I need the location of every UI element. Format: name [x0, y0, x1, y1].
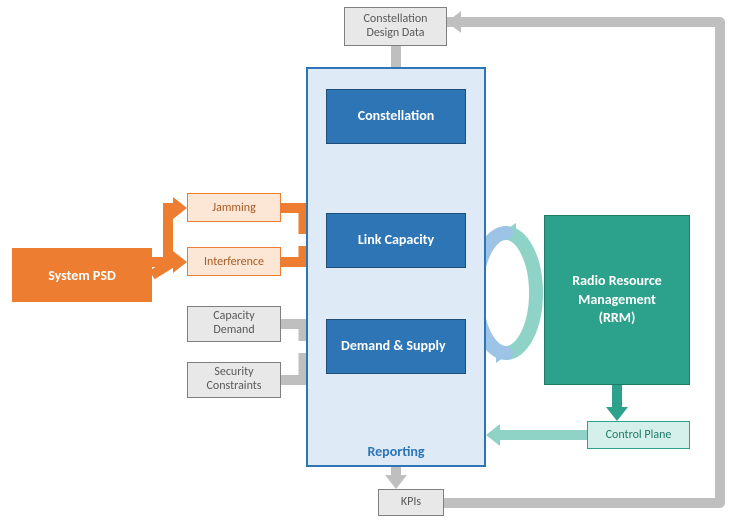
interference: Interference	[187, 247, 281, 276]
constellation: Constellation	[326, 89, 466, 144]
rrm-label: Radio Resource Management (RRM)	[559, 272, 675, 329]
kpis-label: KPIs	[401, 496, 421, 510]
link_capacity: Link Capacity	[326, 213, 466, 268]
link_capacity-label: Link Capacity	[358, 232, 434, 249]
interference-label: Interference	[204, 255, 264, 269]
rrm: Radio Resource Management (RRM)	[544, 215, 690, 385]
kpis: KPIs	[378, 489, 444, 516]
system_psd: System PSD	[12, 248, 152, 302]
constellation_data-label: Constellation Design Data	[349, 13, 442, 41]
jamming: Jamming	[187, 193, 281, 222]
security: Security Constraints	[187, 362, 281, 398]
constellation_data: Constellation Design Data	[344, 7, 447, 46]
capacity_demand: Capacity Demand	[187, 306, 281, 342]
control_plane-label: Control Plane	[606, 428, 672, 442]
system_psd-label: System PSD	[48, 267, 116, 284]
jamming-label: Jamming	[212, 201, 255, 215]
reporting_label: Reporting	[306, 440, 486, 462]
control_plane: Control Plane	[587, 421, 690, 449]
demand_supply-label: Demand & Supply	[341, 338, 446, 355]
constellation-label: Constellation	[358, 108, 435, 125]
security-label: Security Constraints	[192, 366, 276, 394]
capacity_demand-label: Capacity Demand	[192, 310, 276, 338]
reporting_label-label: Reporting	[367, 443, 424, 460]
demand_supply: Demand & Supply	[326, 319, 466, 374]
